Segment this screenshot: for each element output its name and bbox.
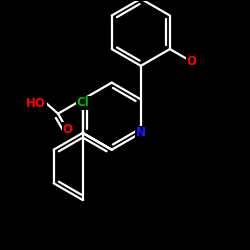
Text: N: N xyxy=(136,126,146,140)
Text: O: O xyxy=(187,55,197,68)
Text: Cl: Cl xyxy=(76,96,89,109)
Text: O: O xyxy=(62,123,72,136)
Text: HO: HO xyxy=(26,96,46,110)
